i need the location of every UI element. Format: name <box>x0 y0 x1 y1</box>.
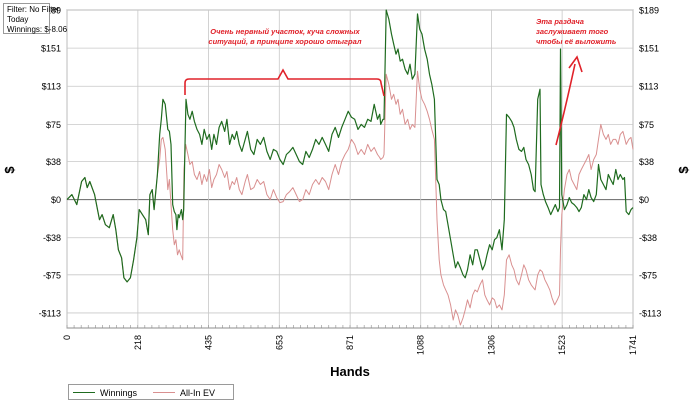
winnings-total: Winnings: $-8.06 <box>7 25 68 34</box>
x-tick-label: 1306 <box>487 335 497 355</box>
x-tick-label: 1523 <box>557 335 567 355</box>
series-lines <box>66 9 634 326</box>
y-axis-title-right: $ <box>676 166 691 174</box>
y-tick-label-right: $38 <box>639 157 654 167</box>
annotation-arrowhead <box>568 55 583 73</box>
y-tick-label-left: $189 <box>41 6 61 16</box>
y-tick-label-left: $75 <box>46 120 61 130</box>
x-tick-label: 218 <box>133 335 143 350</box>
y-tick-label-left: $38 <box>46 157 61 167</box>
y-tick-label-right: $151 <box>639 44 659 54</box>
series-line-winnings <box>66 9 634 283</box>
x-tick-label: 1741 <box>628 335 638 355</box>
x-tick-label: 871 <box>345 335 355 350</box>
legend-swatch-allin-ev <box>153 392 175 393</box>
y-tick-label-left: -$113 <box>39 308 61 318</box>
period-label: Today <box>7 15 29 24</box>
annotation-arrow <box>555 63 576 146</box>
grid-lines <box>66 9 634 328</box>
y-axis-title-left: $ <box>2 166 17 174</box>
annotation-bracket <box>184 68 385 97</box>
x-tick-label: 0 <box>62 335 72 340</box>
y-tick-label-right: $113 <box>639 82 658 92</box>
axis-ticks <box>66 325 634 328</box>
legend-label-allin-ev: All-In EV <box>180 388 216 398</box>
y-tick-label-left: $0 <box>51 195 61 205</box>
x-axis: 0 218 435 653 871 1088 1306 1523 1741 <box>62 335 638 355</box>
filter-info-box: Filter: No Filter Today Winnings: $-8.06 <box>3 3 68 34</box>
y-tick-label-right: -$75 <box>639 270 657 280</box>
y-tick-label-left: -$75 <box>43 270 61 280</box>
y-tick-label-left: -$38 <box>43 233 61 243</box>
y-tick-label-right: -$113 <box>639 308 661 318</box>
y-axis-left: -$113 -$75 -$38 $0 $38 $75 $113 $151 $189 <box>39 6 61 319</box>
x-tick-label: 653 <box>274 335 284 350</box>
x-tick-label: 1088 <box>416 335 426 355</box>
legend-label-winnings: Winnings <box>100 388 138 398</box>
annotation-left: Очень нервный участок, куча сложных ситу… <box>208 27 362 46</box>
y-tick-label-right: -$38 <box>639 233 657 243</box>
legend: Winnings All-In EV <box>68 384 234 400</box>
y-tick-label-left: $113 <box>42 82 61 92</box>
x-tick-label: 435 <box>203 335 213 350</box>
legend-swatch-winnings <box>73 392 95 393</box>
y-axis-right: -$113 -$75 -$38 $0 $38 $75 $113 $151 $189 <box>639 6 661 319</box>
filter-label: Filter: No Filter <box>7 5 60 14</box>
series-line-allin-ev <box>66 70 634 326</box>
y-tick-label-right: $0 <box>639 195 649 205</box>
y-tick-label-right: $75 <box>639 120 654 130</box>
x-axis-title: Hands <box>330 364 370 379</box>
y-tick-label-right: $189 <box>639 6 659 16</box>
y-tick-label-left: $151 <box>41 44 61 54</box>
annotation-right: Эта раздача заслуживает того чтобы её вы… <box>536 17 617 46</box>
